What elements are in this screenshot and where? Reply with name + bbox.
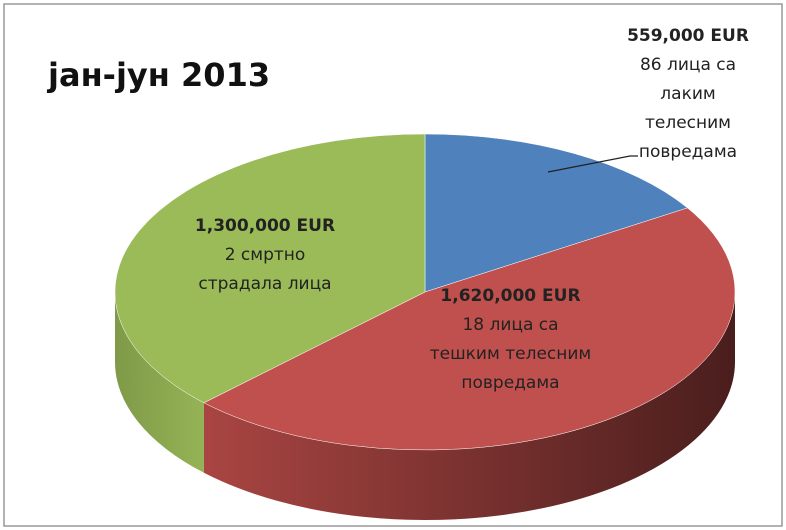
chart-title: јан-јун 2013 — [48, 56, 271, 94]
value-label: 1,620,000 EUR — [440, 286, 581, 306]
frame — [3, 3, 783, 527]
leader-line — [547, 155, 638, 173]
value-label: 1,300,000 EUR — [194, 216, 336, 236]
slice — [424, 133, 688, 293]
data-label: 1,300,000 EUR 2 смртно страдала лица — [185, 212, 345, 299]
category-label: 86 лица са лаким телесним повредама — [638, 55, 738, 162]
slice-side — [203, 292, 736, 520]
category-label: 2 смртно страдала лица — [198, 245, 332, 294]
value-label: 559,000 EUR — [627, 26, 749, 46]
slice-side — [115, 292, 204, 473]
category-label: 18 лица са тешким телесним повредама — [429, 315, 592, 393]
data-label: 559,000 EUR 86 лица са лаким телесним пов… — [618, 22, 758, 167]
slice — [114, 133, 426, 404]
data-label: 1,620,000 EUR 18 лица са тешким телесним … — [428, 282, 593, 398]
slice — [203, 207, 736, 451]
